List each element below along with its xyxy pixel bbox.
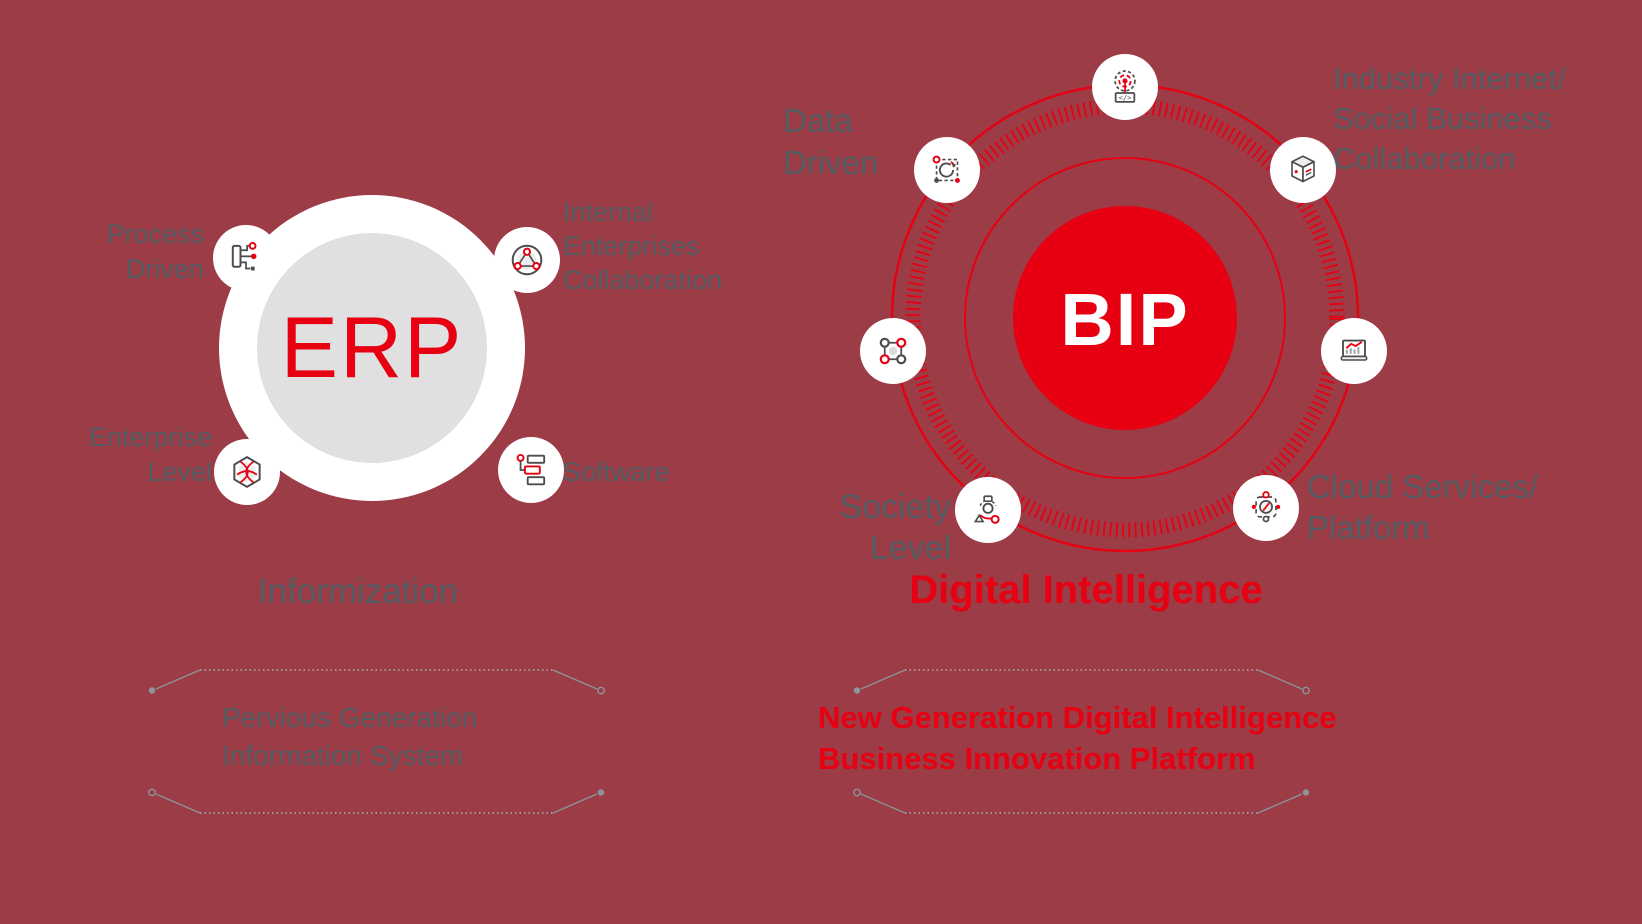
society-icon (973, 495, 1000, 524)
cloud-services-label: Cloud Services/ Platform (1307, 468, 1539, 546)
data-driven-satellite (914, 137, 980, 203)
society-satellite (955, 477, 1021, 543)
process-flow-icon (231, 242, 257, 271)
code-glyph: </> (1119, 93, 1132, 102)
erp-caption: Pervious Generation Information System (222, 702, 478, 771)
bip-core-label: BIP (1060, 278, 1190, 361)
society-level-label: Society Level (839, 488, 952, 567)
network-nodes-icon (879, 337, 907, 365)
bracket-frame-right (853, 669, 1310, 814)
software-modules-icon (516, 453, 546, 486)
software-satellite (498, 437, 564, 503)
data-driven-icon (932, 155, 960, 183)
cloud-platform-satellite (1233, 475, 1299, 541)
erp-core-circle: ERP (257, 233, 487, 463)
erp-core-label: ERP (280, 299, 464, 396)
broadcast-code-satellite: </> (1092, 54, 1158, 120)
server-box-icon (1291, 155, 1315, 183)
cloud-platform-icon (1251, 491, 1281, 523)
broadcast-code-icon: </> (1114, 70, 1136, 103)
industry-internet-label: Industry Internet/ Social Business Colla… (1333, 61, 1566, 176)
informization-heading: Informization (257, 572, 459, 611)
bracket-frame-left (148, 669, 605, 814)
chart-icon (1340, 339, 1368, 361)
enterprise-hexagon-icon (233, 456, 261, 488)
digital-intelligence-heading: Digital Intelligence (909, 568, 1263, 612)
process-driven-satellite (213, 225, 279, 291)
collaboration-satellite (494, 227, 560, 293)
software-label: Software (563, 457, 670, 487)
bip-core-disc (1013, 206, 1237, 430)
internal-collaboration-label: Internal Enterprises Collaboration (563, 197, 723, 295)
data-driven-label: Data Driven (783, 102, 879, 181)
process-driven-label: Process Driven (106, 219, 204, 284)
enterprise-level-satellite (214, 439, 280, 505)
chart-satellite (1321, 318, 1387, 384)
bip-caption: New Generation Digital Intelligence Busi… (818, 700, 1337, 776)
enterprise-level-label: Enterprise Level (88, 422, 212, 487)
collaboration-icon (511, 244, 543, 276)
network-nodes-satellite (860, 318, 926, 384)
server-box-satellite (1270, 137, 1336, 203)
